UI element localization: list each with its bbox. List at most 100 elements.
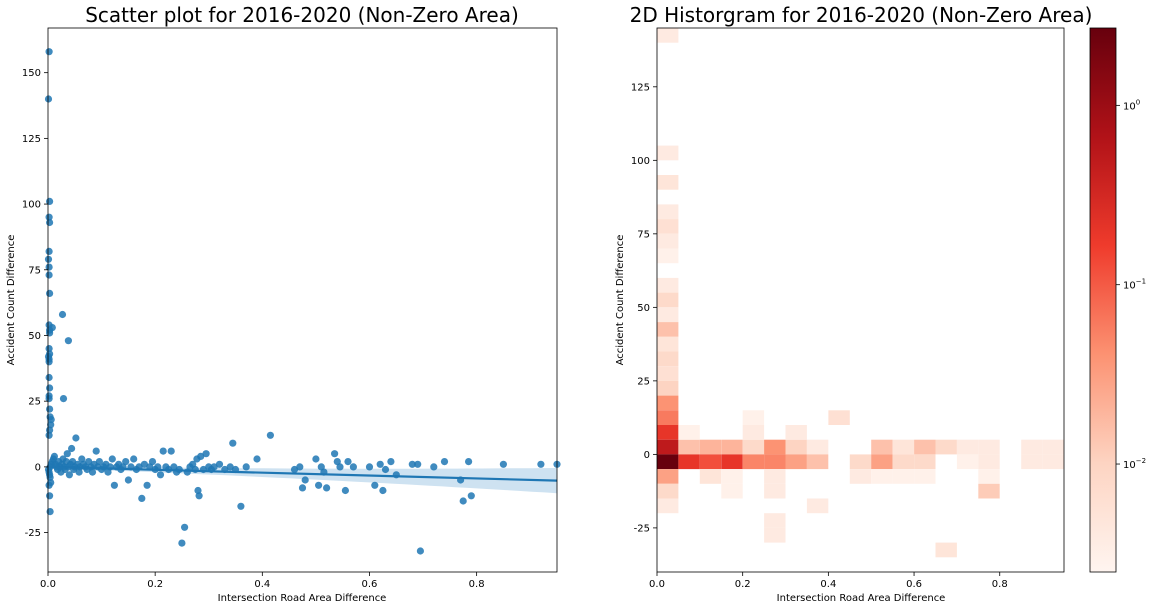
scatter-point xyxy=(344,458,352,466)
y-tick-label: 125 xyxy=(631,82,650,93)
scatter-point xyxy=(47,479,55,487)
scatter-point xyxy=(414,460,422,468)
histogram-cell xyxy=(657,307,679,323)
scatter-y-ticks: -25 0 25 50 75 100 125 150 xyxy=(22,68,48,539)
histogram-cell xyxy=(657,439,679,455)
regression-line xyxy=(47,465,558,482)
histogram-cell xyxy=(892,439,914,455)
histogram-cell xyxy=(742,410,765,425)
x-tick-label: 0.4 xyxy=(820,579,836,590)
histogram-cell xyxy=(721,483,743,499)
histogram-cell xyxy=(871,439,893,455)
colorbar-tick-label: 100 xyxy=(1123,98,1140,112)
scatter-point xyxy=(296,463,304,471)
scatter-point xyxy=(167,447,175,455)
histogram-cell xyxy=(892,454,914,470)
histogram-y-ticks: -25 0 25 50 75 100 125 xyxy=(631,82,657,534)
scatter-point xyxy=(430,463,438,471)
scatter-point xyxy=(110,481,118,489)
histogram-cell xyxy=(978,483,1000,499)
histogram-cell xyxy=(678,454,700,470)
scatter-y-label: Accident Count Difference xyxy=(6,235,17,366)
scatter-point xyxy=(50,452,59,460)
scatter-point xyxy=(408,460,416,468)
histogram-cell xyxy=(657,248,679,264)
x-tick-label: 0.2 xyxy=(147,579,163,590)
histogram-cell xyxy=(657,28,679,43)
y-tick-label: 0 xyxy=(35,462,41,473)
scatter-point xyxy=(349,463,357,471)
scatter-point xyxy=(46,508,54,516)
histogram-cell xyxy=(1021,454,1043,470)
scatter-title: Scatter plot for 2016-2020 (Non-Zero Are… xyxy=(85,3,519,27)
scatter-point xyxy=(312,455,320,463)
histogram-cell xyxy=(699,454,722,470)
scatter-point xyxy=(45,271,53,279)
scatter-point xyxy=(365,463,374,471)
histogram-cell xyxy=(914,454,936,470)
scatter-point xyxy=(47,416,55,424)
scatter-point xyxy=(323,484,331,492)
histogram-cell xyxy=(657,145,679,161)
histogram-cell xyxy=(678,439,700,455)
y-tick-label: 50 xyxy=(28,331,41,342)
histogram-cell xyxy=(657,366,679,381)
scatter-point xyxy=(376,460,384,468)
y-tick-label: 150 xyxy=(22,68,41,79)
scatter-point xyxy=(130,455,138,463)
y-tick-label: 0 xyxy=(644,450,650,461)
scatter-point xyxy=(58,310,67,319)
scatter-point xyxy=(46,492,54,500)
scatter-point xyxy=(381,465,390,474)
scatter-point xyxy=(65,471,73,479)
scatter-point xyxy=(44,95,53,103)
histogram-cell xyxy=(764,469,786,484)
scatter-point xyxy=(210,463,218,471)
scatter-point xyxy=(68,444,76,453)
regression-line-path xyxy=(47,465,558,482)
scatter-point xyxy=(336,463,344,471)
scatter-point xyxy=(156,471,165,479)
histogram-y-label: Accident Count Difference xyxy=(615,235,626,366)
scatter-point xyxy=(143,481,151,489)
histogram-title: 2D Historgram for 2016-2020 (Non-Zero Ar… xyxy=(630,3,1093,27)
histogram-cell xyxy=(657,204,679,220)
scatter-point xyxy=(371,481,379,489)
histogram-cell xyxy=(657,322,679,337)
histogram-x-ticks: 0.0 0.2 0.4 0.6 0.8 xyxy=(649,572,1008,590)
scatter-point xyxy=(108,455,116,463)
scatter-point xyxy=(45,345,53,353)
scatter-chart: Scatter plot for 2016-2020 (Non-Zero Are… xyxy=(6,3,561,604)
scatter-point xyxy=(46,218,54,227)
colorbar-tick-label: 10−1 xyxy=(1123,278,1146,292)
scatter-point xyxy=(467,492,475,500)
scatter-point xyxy=(95,458,103,466)
scatter-x-ticks: 0.0 0.2 0.4 0.6 0.8 xyxy=(40,572,485,590)
histogram-cell xyxy=(914,439,936,455)
histogram-cell xyxy=(978,454,1000,470)
scatter-point xyxy=(215,460,224,468)
y-tick-label: 100 xyxy=(22,200,41,211)
histogram-cell xyxy=(721,439,743,455)
colorbar-gradient xyxy=(1089,27,1117,573)
scatter-point xyxy=(197,452,205,460)
histogram-cell xyxy=(657,292,679,308)
histogram-cell xyxy=(742,439,765,455)
scatter-point xyxy=(237,502,245,510)
y-tick-label: 25 xyxy=(637,376,650,387)
x-tick-label: 0.8 xyxy=(469,579,485,590)
histogram-cell xyxy=(935,542,957,558)
colorbar-tick-label: 10−2 xyxy=(1123,457,1146,471)
x-tick-label: 0.6 xyxy=(906,579,922,590)
scatter-point xyxy=(72,434,80,442)
scatter-point xyxy=(301,476,309,484)
histogram-x-label: Intersection Road Area Difference xyxy=(777,593,946,604)
scatter-point xyxy=(499,460,507,468)
x-tick-label: 0.0 xyxy=(649,579,665,590)
scatter-point xyxy=(379,486,387,495)
scatter-point xyxy=(315,481,323,489)
scatter-point xyxy=(138,494,146,502)
histogram-chart: 2D Historgram for 2016-2020 (Non-Zero Ar… xyxy=(615,3,1146,604)
histogram-cell xyxy=(828,410,850,425)
